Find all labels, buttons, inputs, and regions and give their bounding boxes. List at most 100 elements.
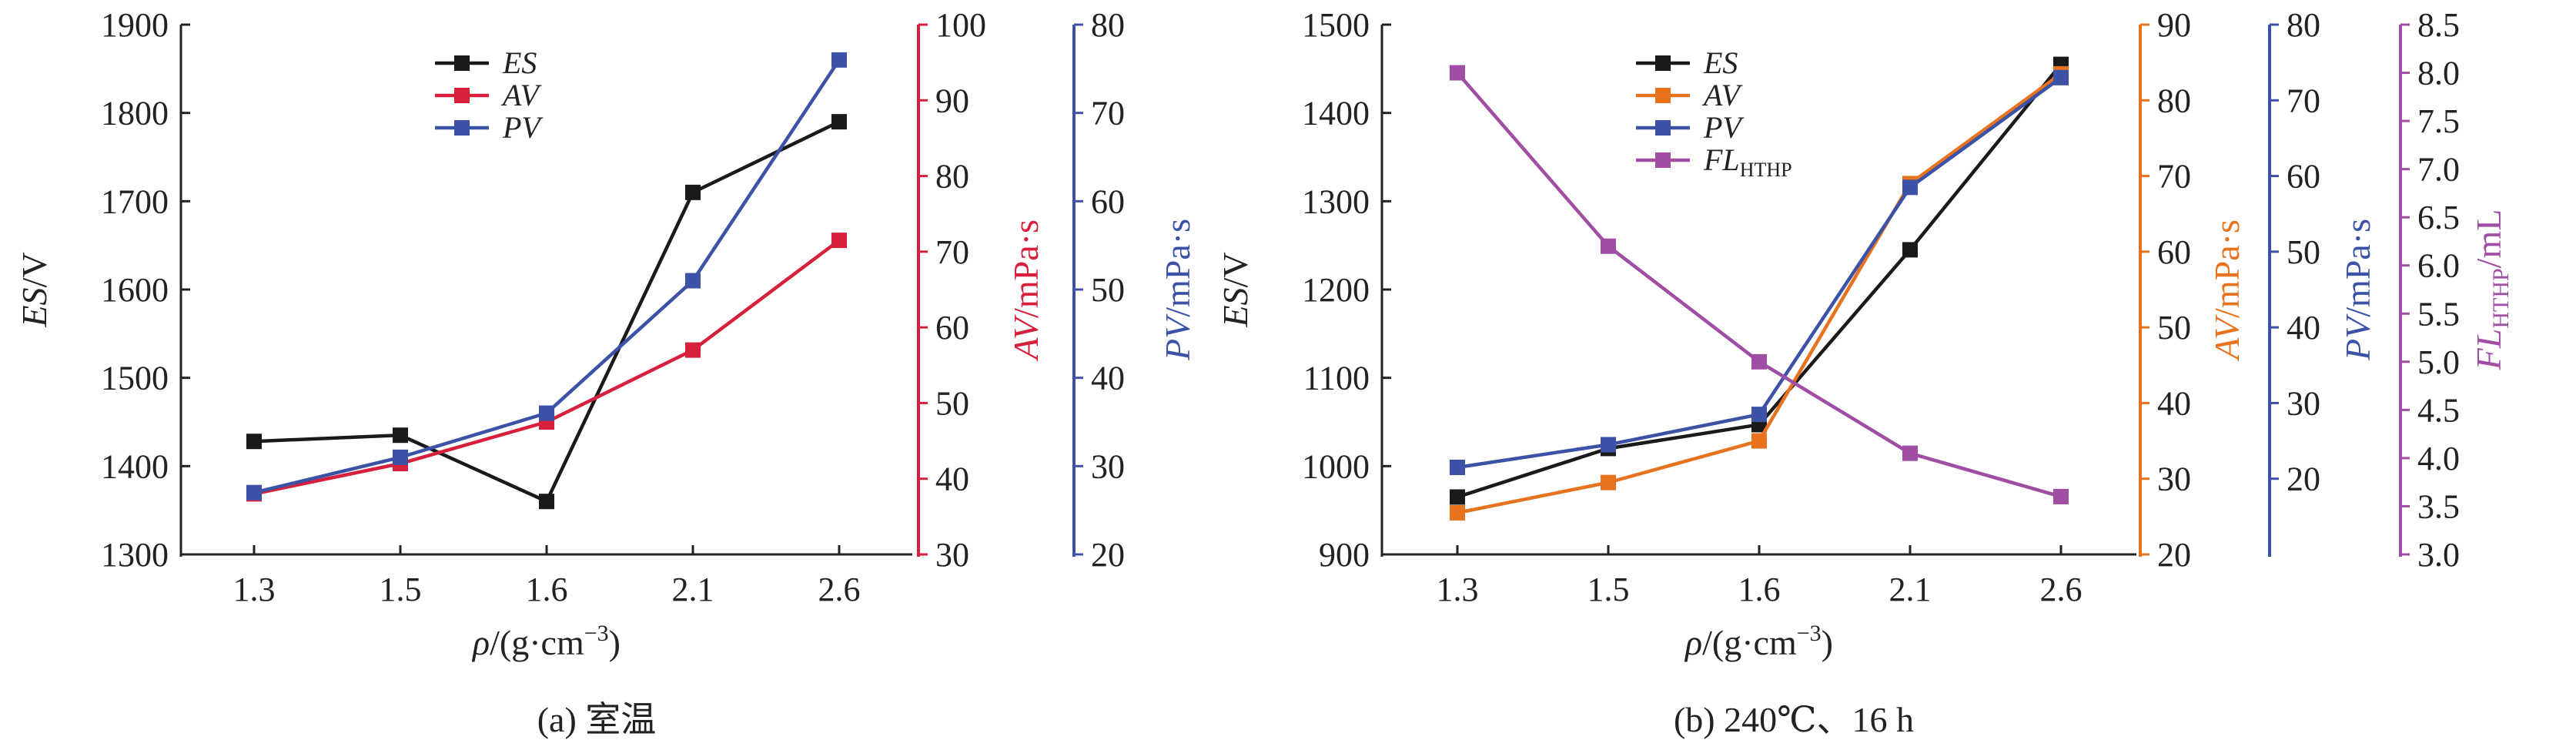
y-tick-label: 1900	[101, 6, 169, 44]
y-tick-label: 80	[2287, 6, 2320, 44]
y-axis-av: 30 40 50 60 70 80 90 100 AV/mPa·s	[917, 6, 1045, 574]
y-tick-label: 60	[2287, 158, 2320, 196]
legend-label: AV	[500, 78, 542, 112]
data-point-marker	[246, 434, 262, 450]
y-tick-label: 1400	[1302, 95, 1370, 132]
y-axis-title: ES/V	[1216, 252, 1255, 327]
legend-item: PV	[435, 110, 544, 145]
y-axis-title: ES/V	[15, 252, 54, 327]
series-line	[1456, 72, 2062, 499]
x-tick-label: 1.5	[380, 571, 422, 608]
data-point-marker	[685, 342, 701, 358]
y-tick-label: 1500	[101, 360, 169, 397]
legend-swatch-marker	[1655, 88, 1671, 103]
x-tick-label: 1.6	[1738, 571, 1781, 608]
legend-item: FLHTHP	[1636, 142, 1792, 181]
legend-label: ES	[502, 45, 537, 80]
data-point-marker	[831, 233, 847, 249]
y-tick-label: 1300	[101, 536, 169, 574]
y-tick-label: 80	[2157, 82, 2191, 119]
legend-item: AV	[1636, 78, 1743, 112]
data-point-marker	[1450, 65, 1465, 81]
legend-label: AV	[1701, 78, 1743, 112]
y-tick-label: 40	[1091, 360, 1125, 397]
data-point-marker	[393, 449, 408, 465]
data-point-marker	[831, 52, 847, 68]
series-flhthp	[1450, 65, 2069, 504]
y-tick-label: 30	[2157, 460, 2191, 498]
data-point-marker	[831, 114, 847, 130]
data-point-marker	[2053, 488, 2069, 504]
y-tick-label: 6.5	[2417, 199, 2460, 236]
data-point-marker	[685, 184, 701, 200]
legend-swatch-marker	[454, 120, 470, 136]
y-axis-es: 1300 1400 1500 1600 1700 1800 1900 ES/V	[15, 6, 190, 574]
y-axis-es: 900 1000 1100 1200 1300 1400 1500 ES/V	[1216, 6, 1391, 574]
series-es	[246, 114, 847, 510]
y-tick-label: 1300	[1302, 182, 1370, 220]
y-tick-label: 5.0	[2417, 343, 2460, 381]
legend-swatch-marker	[454, 88, 470, 103]
y-tick-label: 3.0	[2417, 536, 2460, 574]
data-point-marker	[1601, 437, 1616, 453]
legend-swatch-marker	[454, 55, 470, 71]
y-tick-label: 1400	[101, 447, 169, 485]
y-tick-label: 30	[2287, 384, 2320, 422]
series-av	[1450, 65, 2069, 521]
series-av	[246, 233, 847, 502]
data-point-marker	[1751, 407, 1767, 423]
y-axis-title: FLHTHP/mL	[2469, 209, 2514, 371]
y-tick-label: 1600	[101, 271, 169, 309]
y-tick-label: 50	[2157, 309, 2191, 347]
data-point-marker	[1450, 489, 1465, 505]
legend-label: ES	[1703, 45, 1738, 80]
y-tick-label: 60	[935, 309, 969, 347]
x-tick-label: 1.6	[526, 571, 568, 608]
chart-panel-a: 1.3 1.5 1.6 2.1 2.6 ρ/(g·cm−3) 1300 1400 1500 160…	[15, 6, 1197, 739]
chart-panel-b: 1.3 1.5 1.6 2.1 2.6 ρ/(g·cm−3) 900 1000 1100 1200…	[1216, 6, 2514, 739]
y-tick-label: 3.5	[2417, 487, 2460, 525]
y-axis-pv: 20 30 40 50 60 70 80 PV/mPa·s	[2268, 6, 2377, 557]
series-line	[253, 120, 840, 504]
y-tick-label: 40	[935, 460, 969, 498]
y-tick-label: 50	[1091, 271, 1125, 309]
legend-item: PV	[1636, 110, 1745, 145]
legend-label: FLHTHP	[1703, 142, 1792, 181]
data-point-marker	[1902, 179, 1918, 196]
y-axis-fl: 3.0 3.5 4.0 4.5 5.0 5.5 6.0 6.5 7.0 7.5 8.0 8.5 FLHT…	[2399, 6, 2514, 574]
y-tick-label: 70	[935, 233, 969, 271]
y-tick-label: 20	[2287, 460, 2320, 498]
series-pv	[1450, 69, 2069, 475]
y-tick-label: 4.0	[2417, 440, 2460, 477]
y-tick-label: 1100	[1303, 360, 1370, 397]
y-axis-title: PV/mPa·s	[1158, 219, 1197, 361]
y-tick-label: 8.0	[2417, 55, 2460, 92]
data-point-marker	[1902, 242, 1918, 258]
y-tick-label: 1800	[101, 95, 169, 132]
data-point-marker	[539, 494, 554, 510]
data-point-marker	[1751, 353, 1767, 370]
y-tick-label: 1500	[1302, 6, 1370, 44]
data-point-marker	[1601, 474, 1616, 491]
data-point-marker	[246, 484, 262, 501]
legend-item: AV	[435, 78, 542, 112]
y-tick-label: 1200	[1302, 271, 1370, 309]
y-tick-label: 30	[1091, 447, 1125, 485]
y-axis-title: AV/mPa·s	[1006, 219, 1045, 362]
y-tick-label: 5.5	[2417, 295, 2460, 333]
y-tick-label: 4.5	[2417, 391, 2460, 429]
y-tick-label: 40	[2287, 309, 2320, 347]
data-point-marker	[685, 273, 701, 289]
data-point-marker	[1450, 504, 1465, 521]
y-axis-av: 20 30 40 50 60 70 80 90 AV/mPa·s	[2139, 6, 2246, 574]
y-tick-label: 40	[2157, 384, 2191, 422]
y-tick-label: 30	[935, 536, 969, 574]
data-point-marker	[1450, 459, 1465, 475]
y-tick-label: 7.0	[2417, 151, 2460, 189]
x-tick-label: 2.1	[1889, 571, 1932, 608]
legend-swatch-marker	[1655, 120, 1671, 136]
y-tick-label: 50	[935, 384, 969, 422]
